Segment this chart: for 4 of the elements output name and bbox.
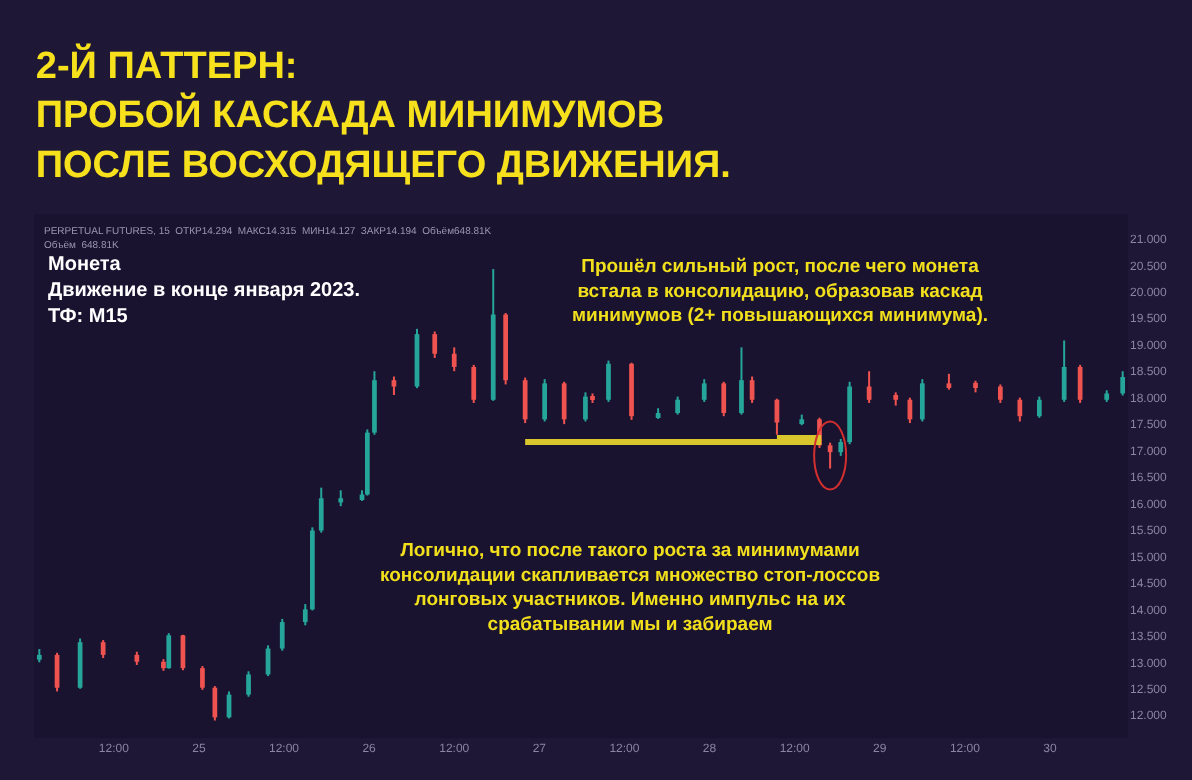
annotation: Логично, что после такого роста за минимумами консолидации скапливается множество стоп-лоссов лонговых участников. Именно импульс на их срабатывании мы и забираем <box>380 540 881 637</box>
annotation: Монета Движение в конце января 2023. ТФ: M15 <box>48 254 361 328</box>
annotation: Прошёл сильный рост, после чего монета встала в консолидацию, образовав каскад минимумов (2+ повышающихся минимума). <box>572 256 988 328</box>
chart-title: 2-Й ПАТТЕРН: ПРОБОЙ КАСКАДА МИНИМУМОВ ПОСЛЕ ВОСХОДЯЩЕГО ДВИЖЕНИЯ. <box>35 42 731 187</box>
